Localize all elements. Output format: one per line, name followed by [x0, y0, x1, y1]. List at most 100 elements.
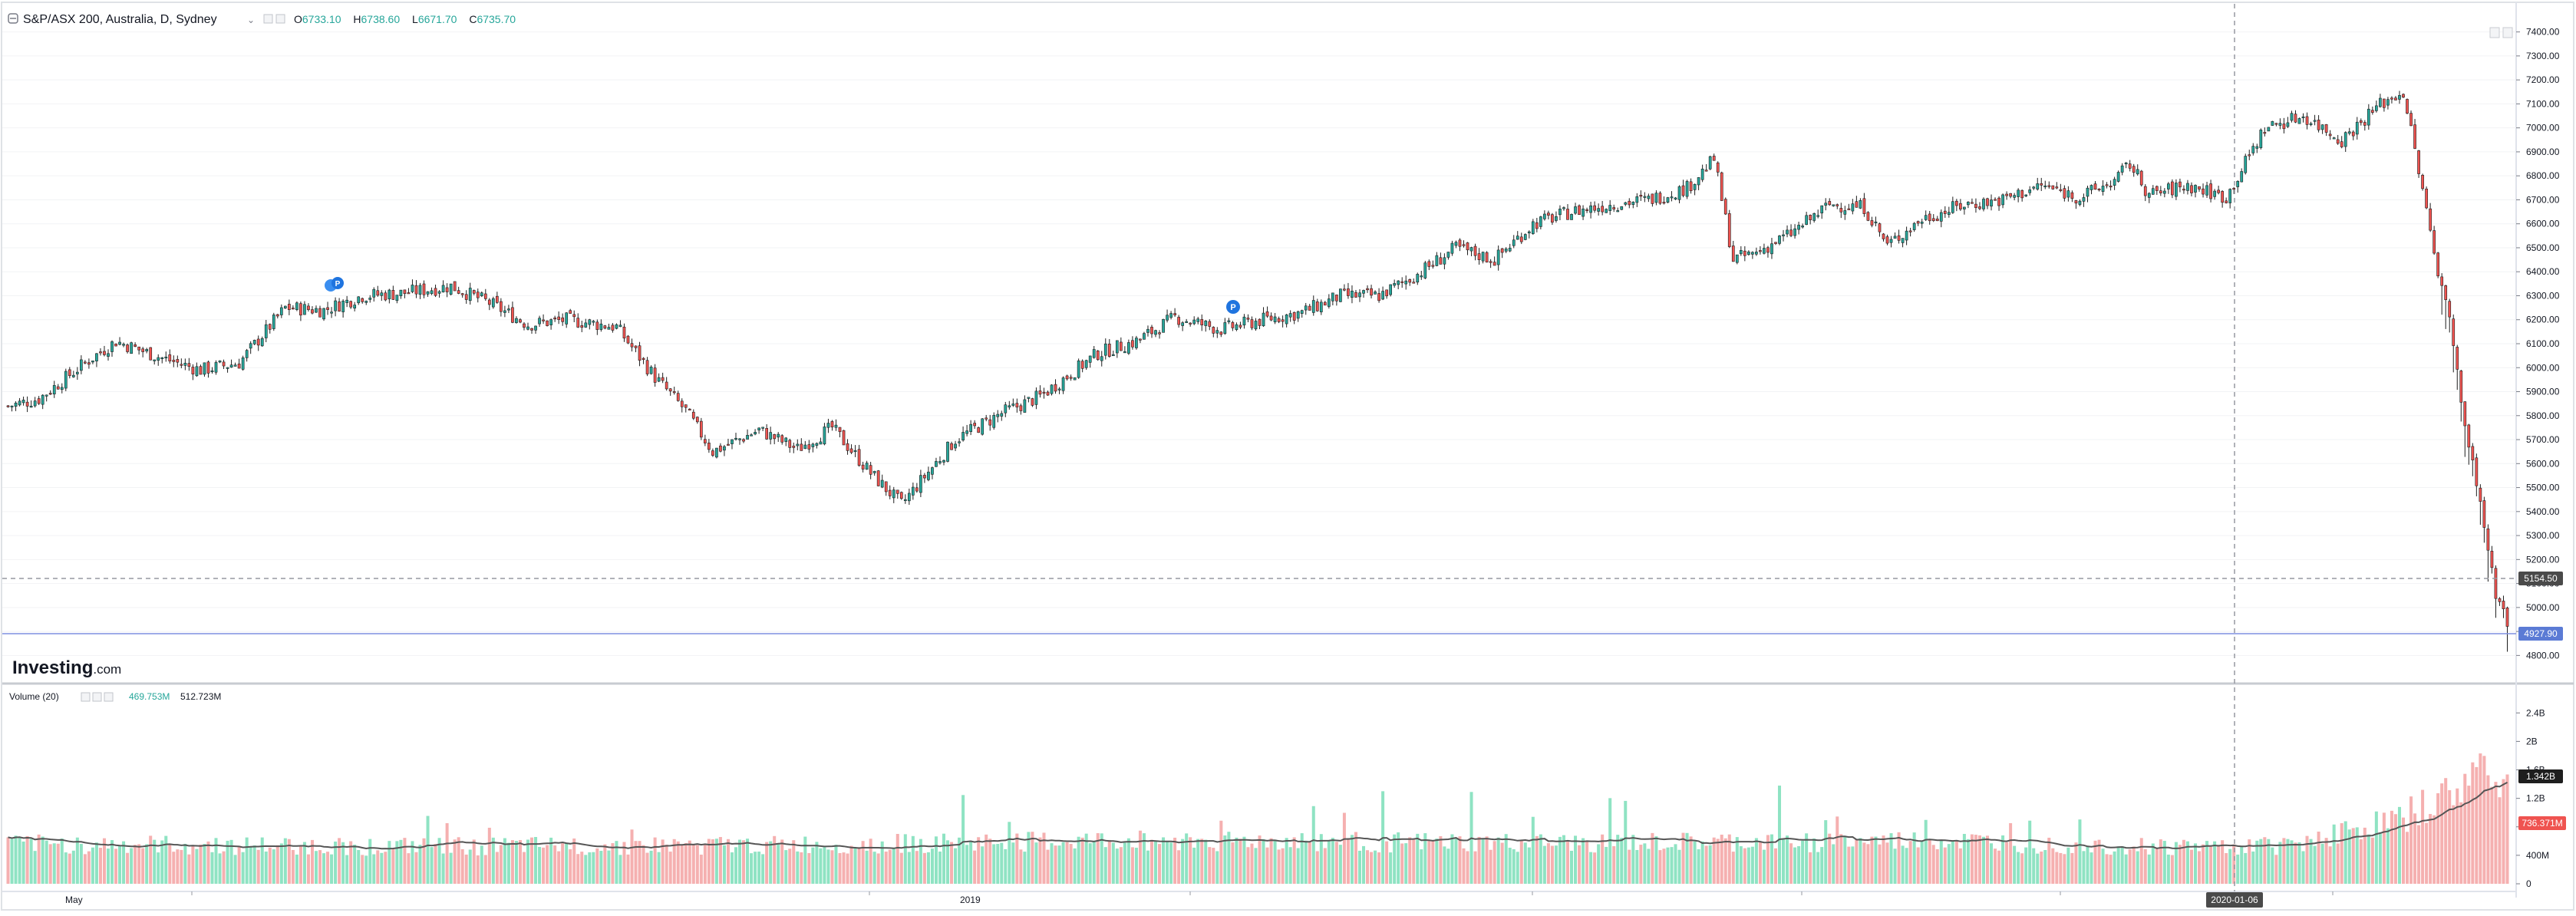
candle-body [888, 489, 892, 496]
candle-body [1054, 384, 1057, 392]
hide-icon[interactable] [275, 14, 285, 24]
volume-bar [195, 848, 199, 884]
candle-body [561, 317, 565, 322]
volume-bar [298, 845, 302, 884]
candle-body [777, 433, 780, 438]
candle-body [580, 325, 584, 328]
candle-body [2082, 197, 2086, 202]
volume-bar [2159, 839, 2162, 884]
candle-body [1893, 236, 1897, 239]
volume-bar [1119, 847, 1123, 884]
event-markers[interactable]: P P [325, 277, 1240, 314]
volume-bar [1292, 837, 1296, 884]
volume-bar [2028, 820, 2032, 884]
symbol-dropdown-icon[interactable]: ⌄ [247, 15, 255, 25]
candle-body [283, 305, 287, 309]
candle-body [75, 371, 79, 374]
volume-bar [2213, 841, 2217, 884]
volume-bar [1782, 838, 1786, 884]
volume-bar [2193, 843, 2198, 884]
volume-bar [2397, 806, 2401, 884]
volume-bar [1288, 847, 1292, 884]
volume-bar [1912, 832, 1916, 884]
volume-close-icon[interactable] [104, 692, 114, 702]
volume-bar [1123, 842, 1126, 884]
candle-body [449, 283, 453, 295]
volume-bar [14, 835, 18, 884]
volume-bar [426, 816, 430, 884]
candle-body [145, 349, 149, 351]
candle-body [800, 443, 803, 451]
candle-body [210, 370, 214, 373]
volume-bar [1585, 841, 1589, 884]
volume-bar [268, 847, 272, 884]
volume-bar [514, 841, 518, 884]
candles [6, 91, 2509, 652]
candle-body [457, 290, 460, 294]
pane-maximize-icon[interactable] [2502, 27, 2513, 38]
volume-bar [757, 852, 761, 884]
candle-body [1069, 377, 1073, 379]
volume-bar [1042, 832, 1046, 884]
candle-body [911, 486, 915, 496]
volume-bar [157, 852, 160, 884]
candle-body [1374, 292, 1377, 295]
volume-bar [210, 852, 214, 884]
candle-body [2217, 189, 2220, 193]
candle-body [345, 299, 348, 303]
event-marker[interactable] [1226, 300, 1240, 314]
candle-body [2155, 186, 2159, 191]
volume-bar [187, 854, 191, 884]
candle-body [1843, 210, 1847, 215]
candle-body [168, 354, 172, 361]
volume-bar [33, 851, 37, 884]
candle-body [341, 301, 345, 312]
volume-bar [1185, 833, 1189, 884]
volume-bar [1084, 833, 1088, 884]
volume-bar [1773, 848, 1777, 884]
candle-body [1786, 229, 1789, 235]
event-marker[interactable] [331, 277, 344, 289]
price-axis[interactable]: 7400.00 7300.00 7200.00 7100.00 7000.00 6900.… [2516, 27, 2560, 661]
volume-bar [1096, 833, 1100, 884]
settings-icon[interactable] [263, 14, 273, 24]
volume-settings-icon[interactable] [81, 692, 91, 702]
candle-body [784, 437, 788, 442]
candle-body [222, 361, 226, 367]
candle-body [503, 310, 506, 313]
candle-body [1735, 254, 1739, 263]
volume-bar [1327, 841, 1331, 884]
candle-body [1967, 202, 1970, 206]
candle-body [2151, 188, 2155, 195]
volume-bar [1758, 842, 1762, 884]
candle-body [1004, 404, 1008, 414]
candle-body [1169, 313, 1173, 318]
time-axis[interactable]: May 2019 [65, 891, 2334, 905]
candle-body [823, 427, 826, 445]
volume-hide-icon[interactable] [92, 692, 102, 702]
candle-body [1227, 320, 1231, 322]
candle-body [1400, 281, 1404, 283]
candle-body [572, 314, 576, 318]
pane-up-icon[interactable] [2489, 27, 2500, 38]
volume-bar [252, 845, 256, 884]
volume-bar [1385, 841, 1389, 884]
volume-bar [1716, 839, 1720, 884]
symbol-title[interactable]: S&P/ASX 200, Australia, D, Sydney [23, 13, 217, 26]
close-key: C [469, 13, 477, 25]
volume-title[interactable]: Volume (20) [9, 691, 59, 702]
candle-body [71, 374, 75, 377]
candle-body [819, 441, 823, 445]
candle-body [2351, 131, 2355, 137]
volume-bar [888, 849, 892, 884]
volume-bar [1635, 850, 1639, 884]
volume-bar [1149, 839, 1153, 884]
price-tick-label: 6600.00 [2526, 219, 2560, 229]
collapse-icon[interactable] [8, 13, 18, 24]
candle-body [2479, 487, 2482, 502]
volume-bar [1061, 842, 1065, 884]
candle-body [2340, 141, 2343, 147]
volume-bar [1404, 843, 1408, 884]
volume-bar [1720, 834, 1723, 884]
